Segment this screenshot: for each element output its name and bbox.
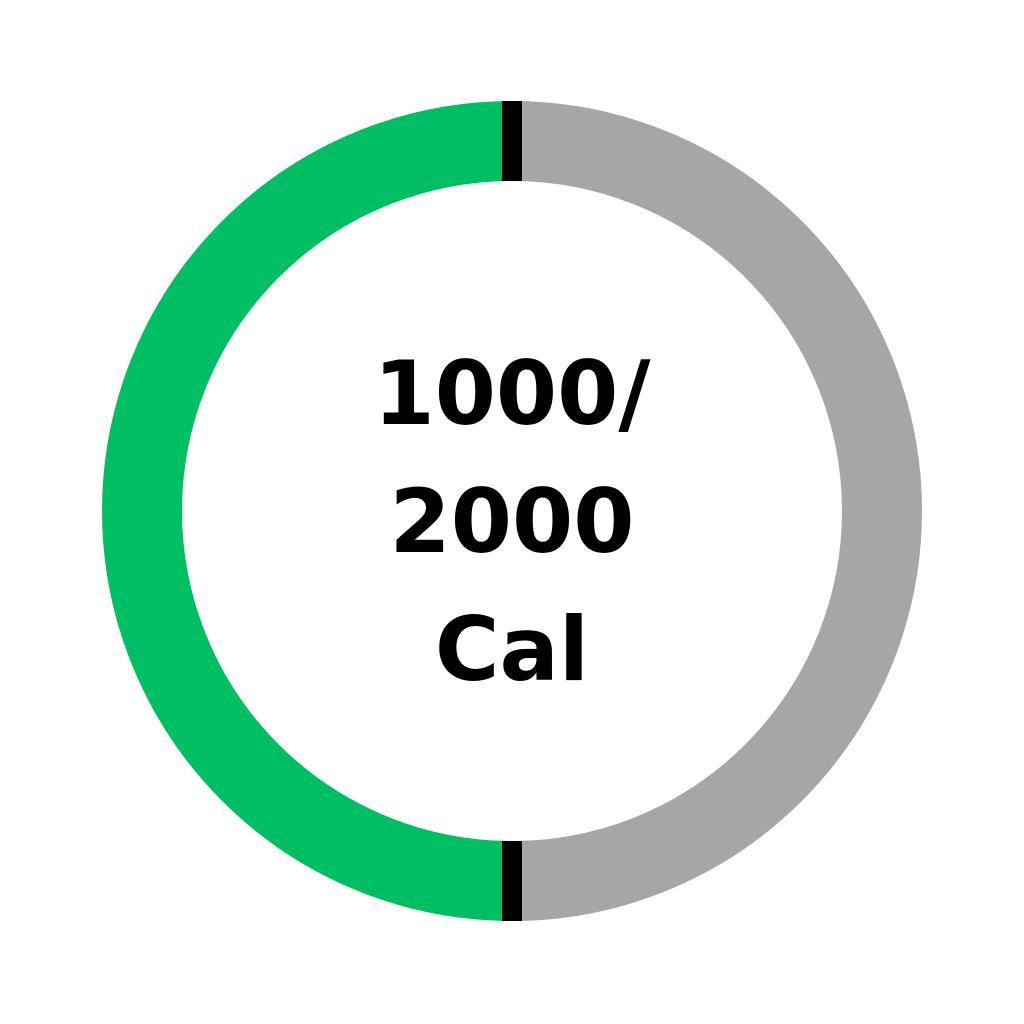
remaining-arc bbox=[511, 101, 922, 921]
calorie-label: 1000/ 2000 Cal bbox=[262, 330, 762, 714]
calorie-consumed-text: 1000/ bbox=[373, 342, 651, 445]
calorie-unit-text: Cal bbox=[434, 598, 590, 701]
start-marker bbox=[502, 101, 522, 181]
calorie-goal-text: 2000 bbox=[389, 470, 635, 573]
end-marker bbox=[502, 841, 522, 921]
consumed-arc bbox=[102, 101, 513, 921]
